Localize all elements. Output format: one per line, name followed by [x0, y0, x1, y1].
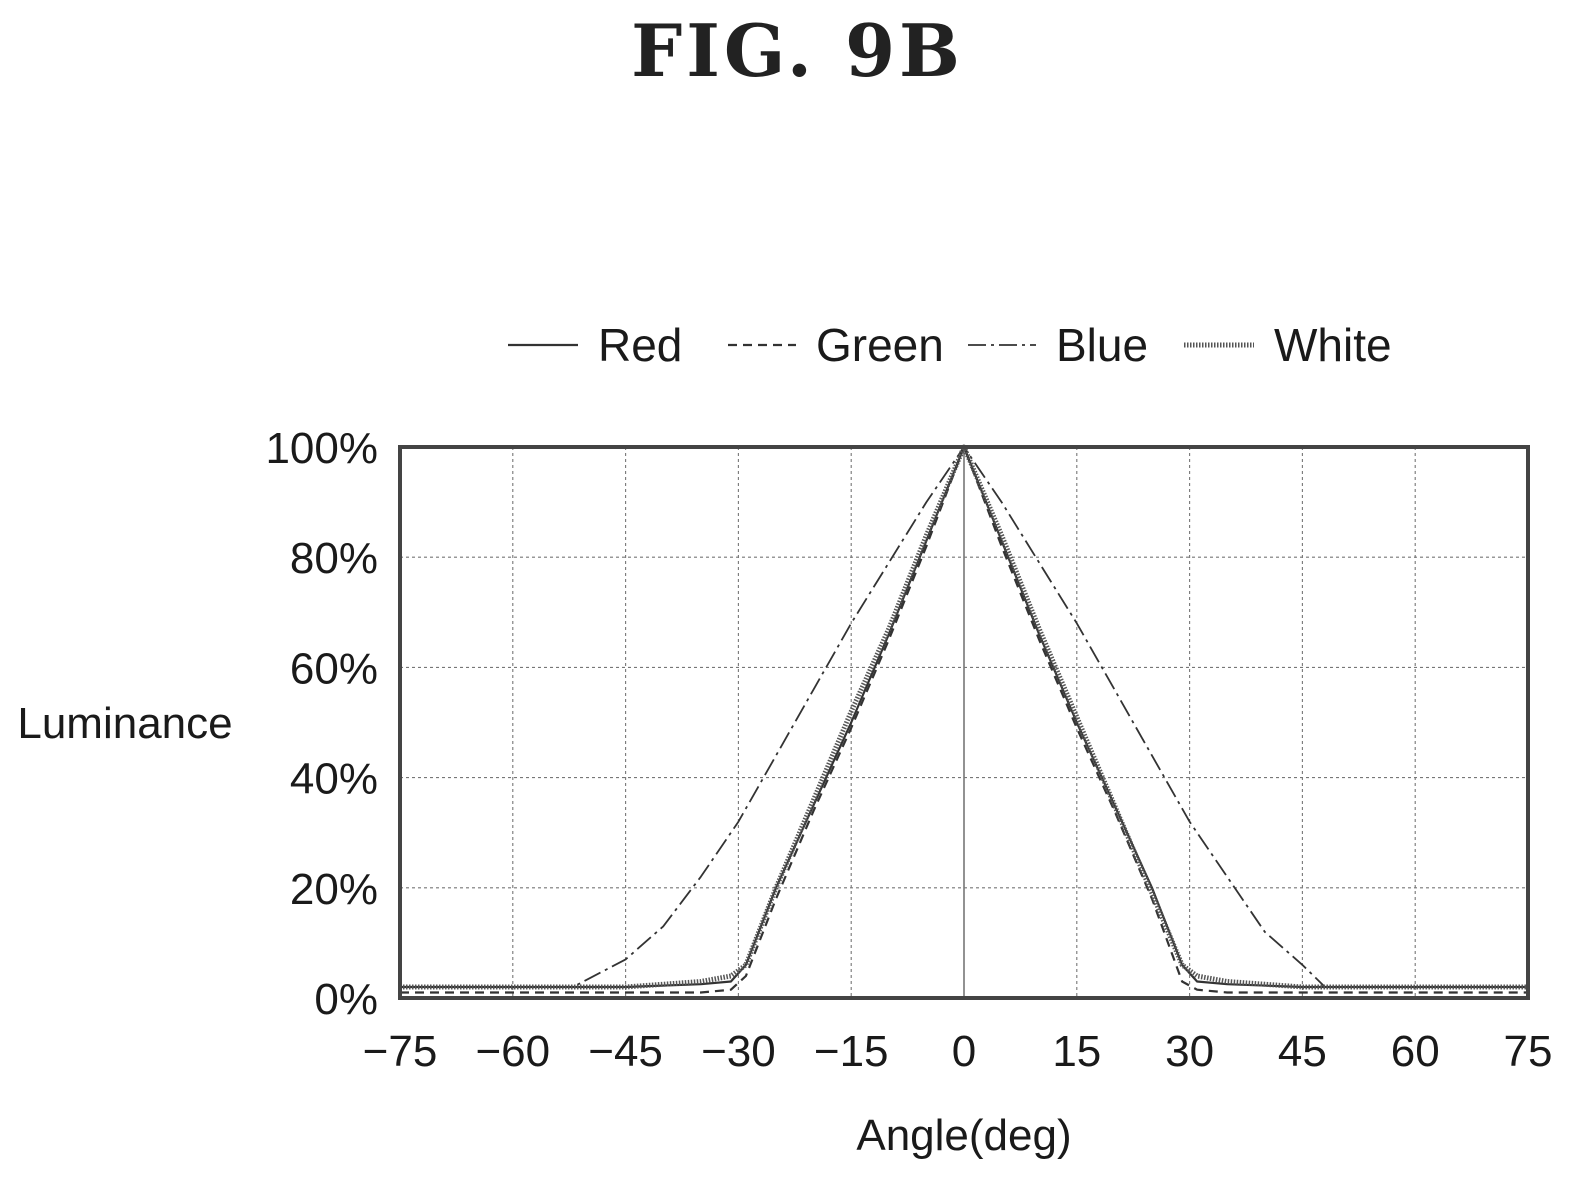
- y-axis-label: Luminance: [17, 699, 232, 748]
- x-tick-label: 30: [1165, 1027, 1214, 1076]
- x-axis-label: Angle(deg): [856, 1111, 1071, 1160]
- legend-label-green: Green: [816, 319, 944, 371]
- x-tick-label: −45: [588, 1027, 663, 1076]
- legend-label-red: Red: [598, 319, 682, 371]
- figure-title: FIG. 9B: [631, 8, 964, 93]
- y-tick-label: 0%: [314, 975, 378, 1024]
- x-tick-label: −30: [701, 1027, 776, 1076]
- x-tick-label: 60: [1391, 1027, 1440, 1076]
- x-tick-label: 0: [952, 1027, 976, 1076]
- x-tick-label: 75: [1504, 1027, 1553, 1076]
- y-tick-label: 60%: [290, 644, 378, 693]
- y-tick-label: 100%: [265, 424, 378, 473]
- legend-label-blue: Blue: [1056, 319, 1148, 371]
- y-tick-label: 80%: [290, 534, 378, 583]
- legend: Red Green Blue White: [508, 319, 1392, 371]
- x-tick-label: 45: [1278, 1027, 1327, 1076]
- y-tick-label: 20%: [290, 865, 378, 914]
- legend-label-white: White: [1274, 319, 1392, 371]
- x-tick-label: 15: [1052, 1027, 1101, 1076]
- x-tick-label: −75: [363, 1027, 438, 1076]
- tick-labels: −75 −60 −45 −30 −15 0 15 30 45 60 75 0% 20% 40% 60% 80%…: [265, 424, 1552, 1076]
- x-tick-label: −60: [475, 1027, 550, 1076]
- x-tick-label: −15: [814, 1027, 889, 1076]
- plot-frame: [398, 445, 1530, 1000]
- y-tick-label: 40%: [290, 755, 378, 804]
- grid-lines: [400, 447, 1528, 998]
